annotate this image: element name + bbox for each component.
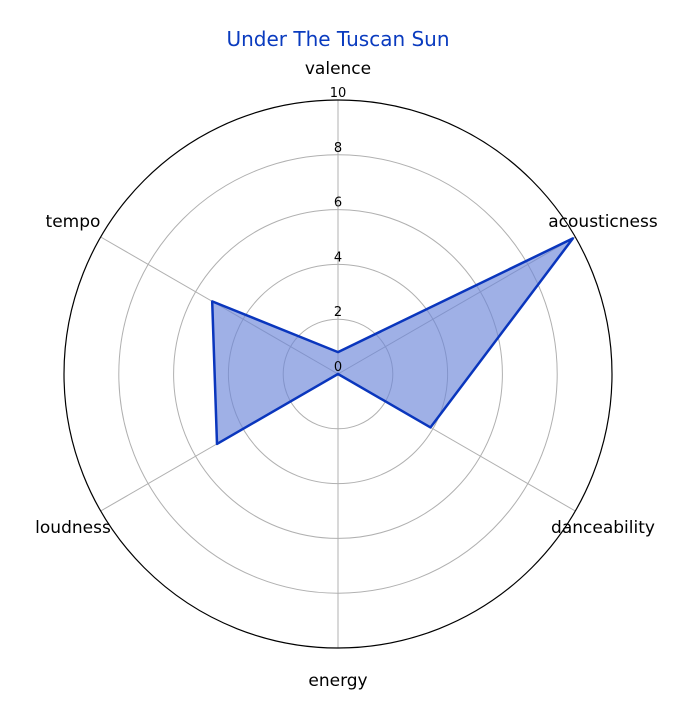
axis-label-tempo: tempo (46, 212, 101, 232)
tick-label: 4 (334, 250, 342, 265)
data-layer (210, 237, 575, 446)
tick-label: 2 (334, 305, 342, 320)
series-polygon (210, 237, 575, 446)
tick-label: 8 (334, 141, 342, 156)
axis-label-loudness: loudness (35, 518, 111, 538)
grid-circle (173, 209, 503, 539)
axis-labels: valence acousticness danceability energy lou… (35, 59, 658, 691)
tick-label: 6 (334, 196, 342, 211)
tick-labels: 0 2 4 6 8 10 (330, 86, 347, 375)
outer-circle (63, 99, 613, 649)
chart-title: Under The Tuscan Sun (226, 27, 449, 51)
grid-circle (118, 154, 558, 594)
tick-label: 0 (334, 360, 342, 375)
tick-label: 10 (330, 86, 347, 101)
axis-label-energy: energy (308, 671, 367, 691)
axis-label-danceability: danceability (551, 518, 655, 538)
axis-label-acousticness: acousticness (548, 212, 658, 232)
axis-label-valence: valence (305, 59, 371, 79)
